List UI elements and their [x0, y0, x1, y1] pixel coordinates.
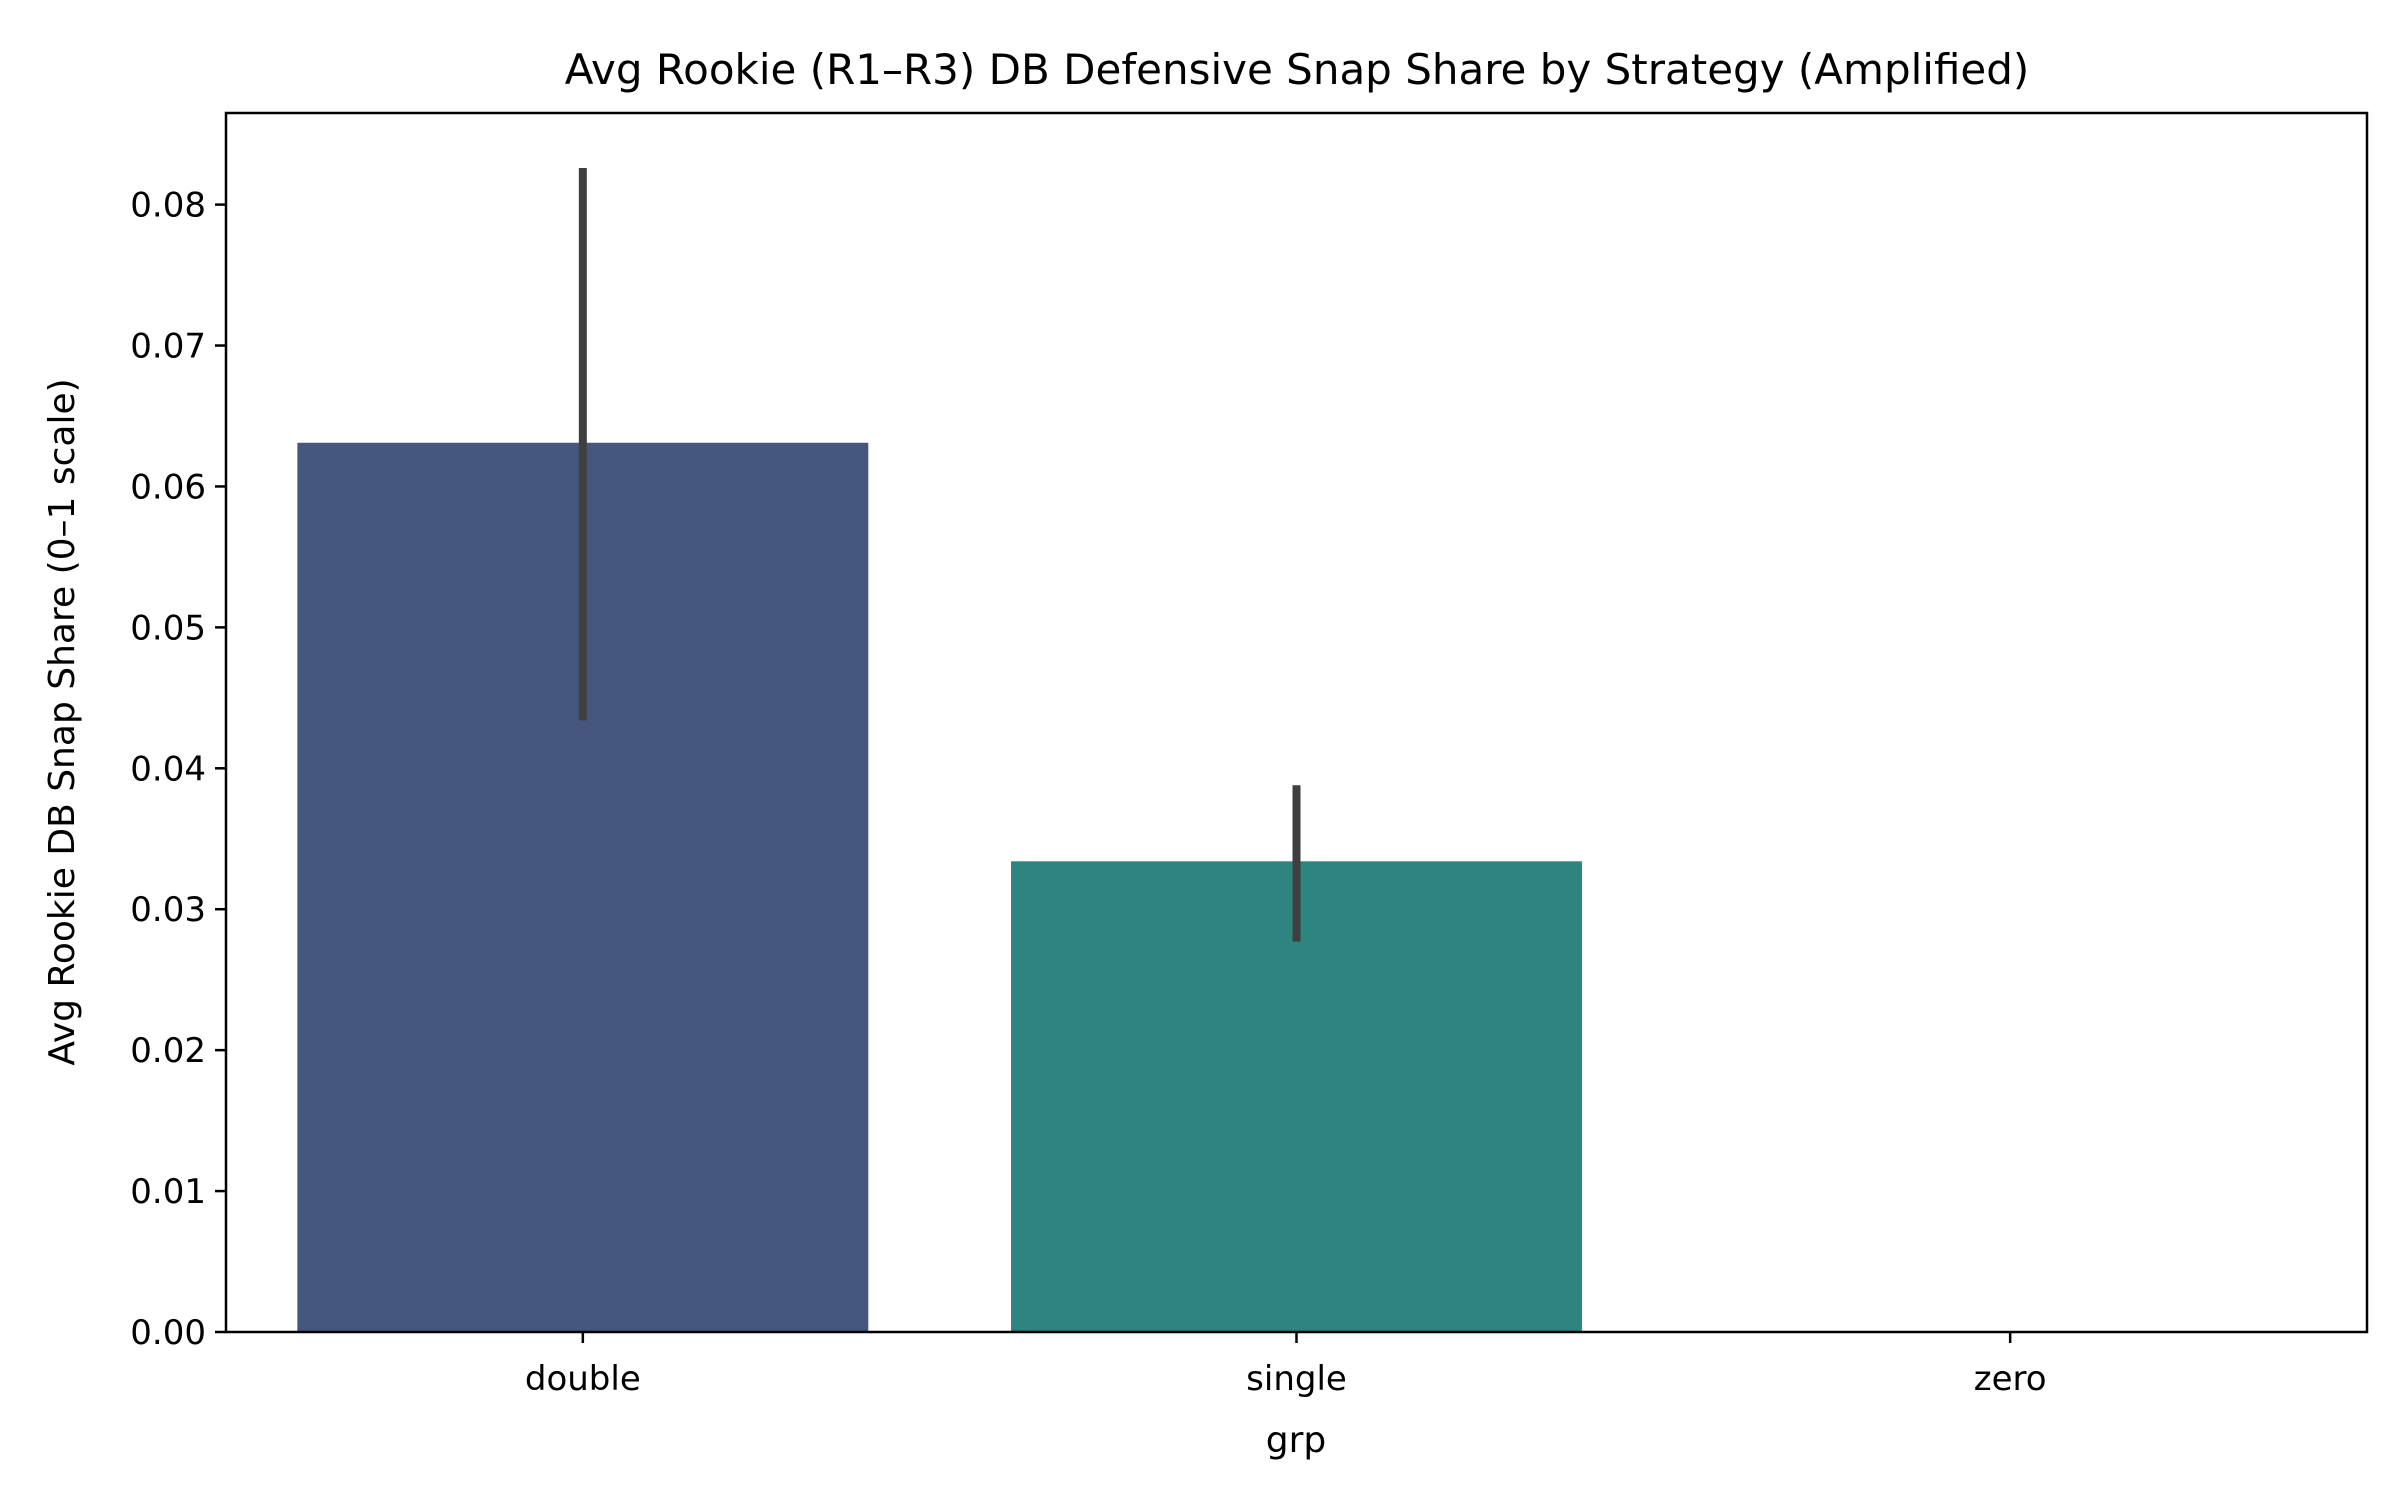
- x-tick-label-single: single: [1246, 1359, 1347, 1399]
- x-axis: double single zero: [525, 1332, 2047, 1399]
- y-tick-label: 0.04: [130, 749, 206, 789]
- y-tick-label: 0.07: [130, 327, 206, 367]
- y-tick-label: 0.02: [130, 1031, 206, 1071]
- y-tick-label: 0.01: [130, 1172, 206, 1212]
- y-tick-label: 0.03: [130, 890, 206, 930]
- y-axis: 0.00 0.01 0.02 0.03 0.04 0.05 0.06 0.07 0.08: [130, 186, 226, 1353]
- chart-title: Avg Rookie (R1–R3) DB Defensive Snap Sha…: [565, 45, 2030, 94]
- y-axis-title: Avg Rookie DB Snap Share (0–1 scale): [42, 378, 83, 1065]
- y-tick-label: 0.06: [130, 467, 206, 507]
- x-axis-title: grp: [1266, 1420, 1327, 1461]
- x-tick-label-double: double: [525, 1359, 641, 1399]
- plot-area: [297, 167, 1582, 1332]
- y-tick-label: 0.08: [130, 186, 206, 226]
- y-tick-label: 0.05: [130, 608, 206, 648]
- y-tick-label: 0.00: [130, 1313, 206, 1353]
- x-tick-label-zero: zero: [1974, 1359, 2047, 1399]
